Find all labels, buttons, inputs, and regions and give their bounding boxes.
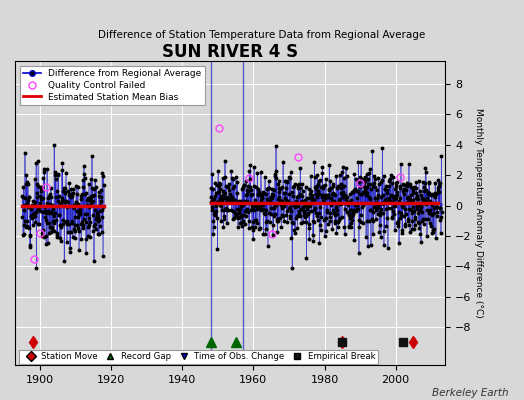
Legend: Station Move, Record Gap, Time of Obs. Change, Empirical Break: Station Move, Record Gap, Time of Obs. C…: [19, 350, 378, 364]
Title: SUN RIVER 4 S: SUN RIVER 4 S: [162, 43, 298, 61]
Text: Berkeley Earth: Berkeley Earth: [432, 388, 508, 398]
Text: Difference of Station Temperature Data from Regional Average: Difference of Station Temperature Data f…: [99, 30, 425, 40]
Y-axis label: Monthly Temperature Anomaly Difference (°C): Monthly Temperature Anomaly Difference (…: [474, 108, 483, 318]
